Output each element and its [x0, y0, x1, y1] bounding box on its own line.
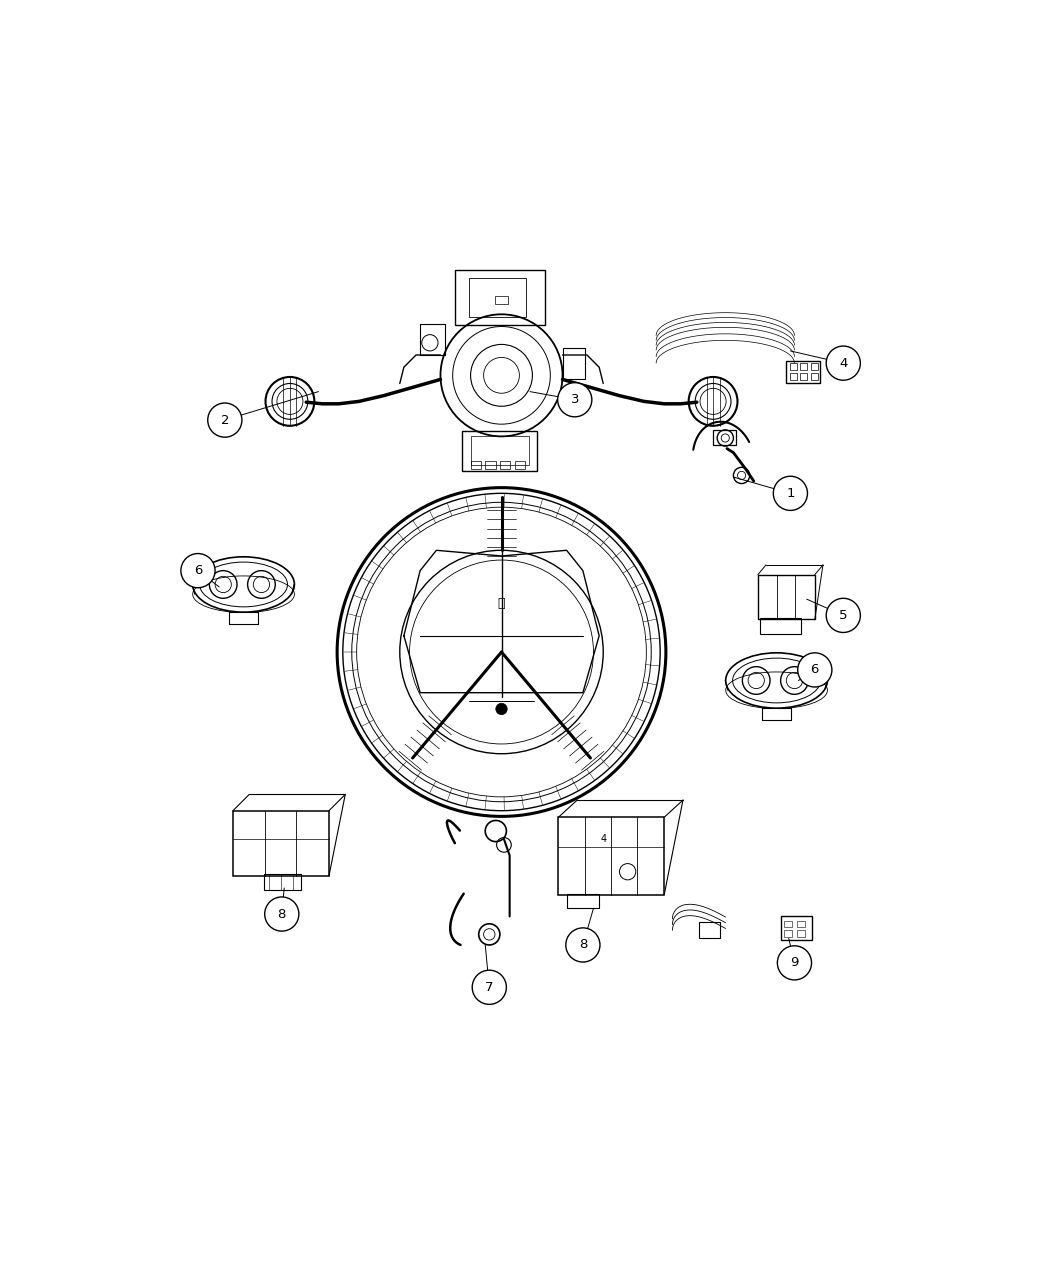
Circle shape: [777, 946, 812, 980]
Bar: [485, 460, 496, 469]
Circle shape: [798, 653, 832, 687]
Bar: [790, 363, 797, 371]
Text: 2: 2: [220, 413, 229, 427]
Bar: [699, 922, 719, 938]
Circle shape: [826, 598, 860, 632]
Bar: [811, 363, 818, 371]
Text: 8: 8: [579, 938, 587, 951]
Bar: [563, 348, 585, 380]
Bar: [470, 436, 529, 465]
Bar: [713, 430, 736, 445]
Text: 1: 1: [786, 487, 795, 500]
Bar: [760, 618, 801, 634]
Bar: [469, 278, 526, 316]
Bar: [780, 915, 812, 940]
Text: 3: 3: [570, 393, 579, 407]
Bar: [800, 372, 807, 380]
Bar: [455, 269, 545, 325]
Bar: [495, 296, 508, 303]
Bar: [790, 372, 797, 380]
Bar: [264, 875, 300, 890]
Circle shape: [566, 928, 600, 963]
Bar: [811, 372, 818, 380]
Text: 5: 5: [839, 609, 847, 622]
Text: 🛡: 🛡: [498, 597, 505, 609]
Text: 9: 9: [791, 956, 799, 969]
Text: 6: 6: [194, 564, 203, 578]
Bar: [500, 460, 510, 469]
Bar: [567, 894, 600, 908]
Circle shape: [558, 382, 592, 417]
Bar: [784, 931, 792, 937]
Bar: [470, 460, 481, 469]
Bar: [784, 921, 792, 927]
Bar: [514, 460, 525, 469]
Circle shape: [265, 896, 299, 931]
Bar: [233, 811, 329, 876]
Bar: [786, 361, 820, 384]
Bar: [786, 361, 820, 384]
Circle shape: [181, 553, 215, 588]
Bar: [800, 363, 807, 371]
Text: 8: 8: [277, 908, 286, 921]
Bar: [462, 431, 538, 472]
Circle shape: [496, 704, 507, 715]
Bar: [797, 931, 805, 937]
Bar: [797, 921, 805, 927]
Circle shape: [826, 346, 860, 380]
Bar: [420, 324, 444, 354]
Text: 6: 6: [811, 663, 819, 677]
Circle shape: [472, 970, 506, 1005]
Bar: [559, 817, 665, 895]
Text: 4: 4: [839, 357, 847, 370]
Circle shape: [208, 403, 242, 437]
Circle shape: [773, 477, 807, 510]
Bar: [758, 575, 815, 620]
Text: 7: 7: [485, 980, 494, 993]
Text: 4: 4: [601, 834, 606, 844]
